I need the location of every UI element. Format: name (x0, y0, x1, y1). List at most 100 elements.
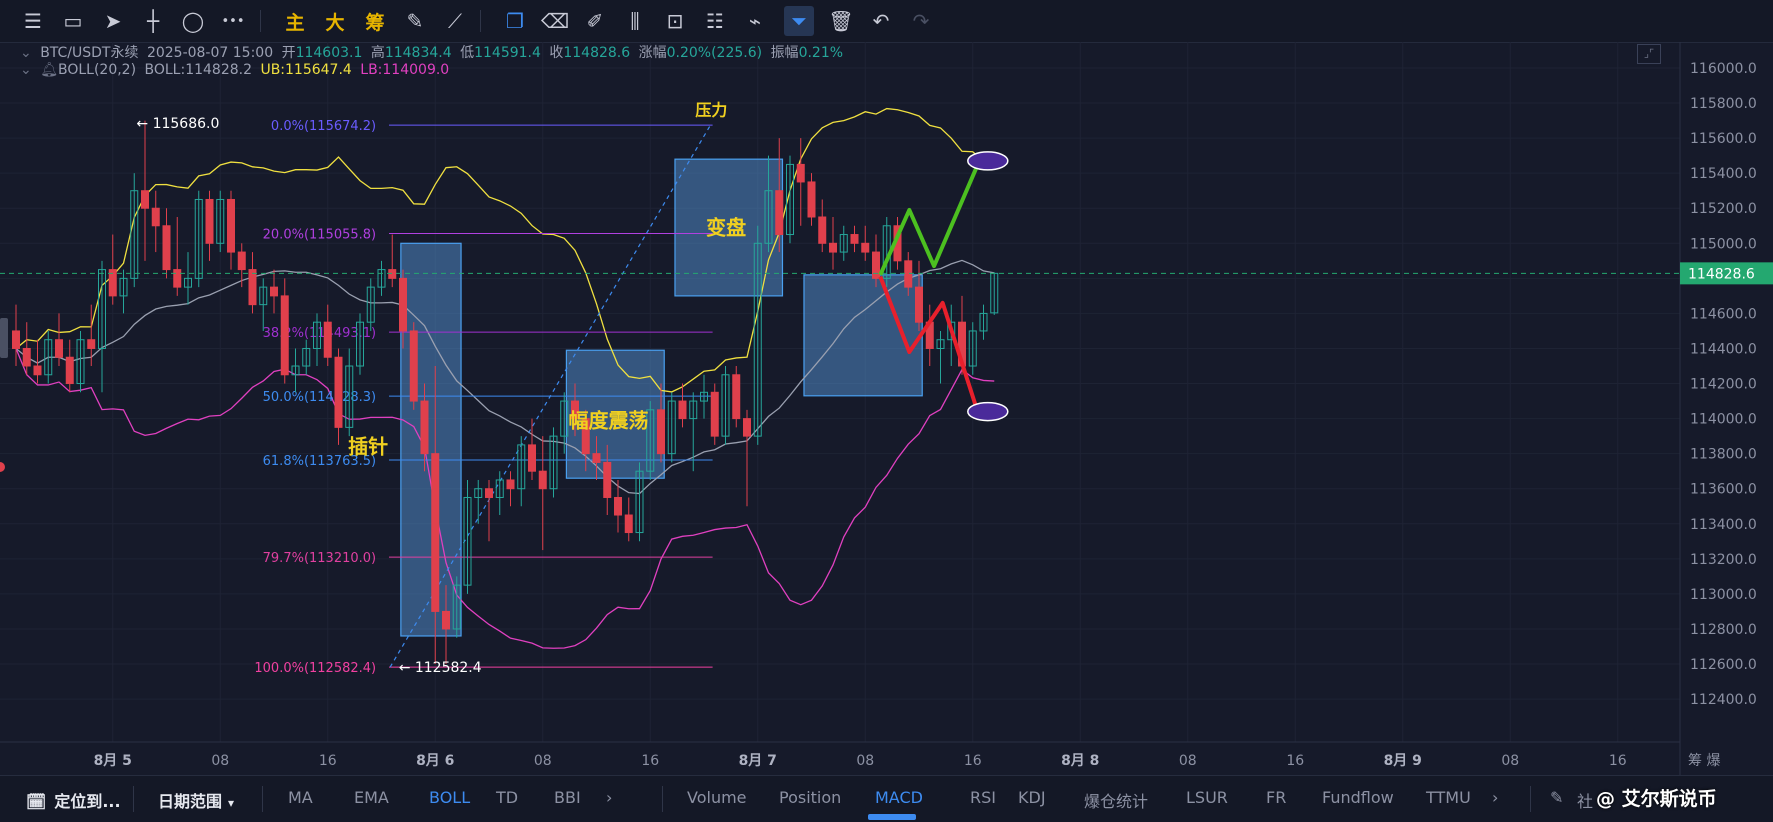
ellipse-icon[interactable]: ◯ (181, 9, 205, 33)
candle-body (33, 365, 42, 376)
indicator-Volume[interactable]: Volume (687, 788, 747, 807)
brush-icon[interactable]: ⌁ (748, 9, 762, 33)
price-tick-label: 114600.0 (1690, 306, 1757, 322)
candle-body (87, 339, 96, 349)
ruler-icon[interactable]: ⟋ (448, 9, 462, 33)
redo-icon[interactable]: ↷ (912, 9, 930, 33)
time-tick-label: 08 (1179, 753, 1197, 769)
boll-name: BOLL(20,2) (57, 62, 137, 78)
open-label: 开 (281, 45, 296, 61)
indicator-Fundflow[interactable]: Fundflow (1322, 788, 1394, 807)
chevron-right-icon[interactable]: › (1492, 788, 1499, 807)
indicator-TTMU[interactable]: TTMU (1426, 788, 1471, 807)
candle-body (485, 488, 493, 498)
time-tick-label: 8月 6 (416, 753, 454, 769)
candle-body (936, 339, 945, 349)
undo-icon[interactable]: ↶ (872, 9, 890, 33)
eraser-icon[interactable]: ⌫ (540, 9, 570, 33)
candle-body (119, 277, 128, 297)
candle-body (786, 163, 794, 236)
time-tick-label: 08 (211, 753, 229, 769)
time-tick-label: 8月 7 (739, 753, 777, 769)
edit-indicator-icon[interactable]: ✎ (406, 9, 424, 33)
indicator-bar: 🗓︎ 定位到... 日期范围 ▾ MA EMA BOLL TD BBI › Volume Po… (0, 775, 1773, 822)
candle-body (614, 496, 622, 516)
indicator-BBI[interactable]: BBI (554, 788, 581, 807)
tool-大[interactable]: 大 (325, 11, 345, 34)
alert-dot (0, 462, 5, 472)
candle-body (76, 339, 85, 385)
boll-lower-band (15, 348, 995, 649)
boll-info-row: ⌄ 🔔︎BOLL(20,2) BOLL:114828.2 UB:115647.4… (20, 62, 453, 78)
pen-icon[interactable]: ✐ (586, 9, 604, 33)
indicator-爆仓统计[interactable]: 爆仓统计 (1084, 792, 1149, 811)
target-ellipse-lower[interactable] (967, 401, 1009, 422)
last-price-tag (1680, 262, 1773, 285)
copy-icon[interactable]: ❐ (506, 9, 524, 33)
target-ellipse-upper[interactable] (967, 151, 1009, 171)
collapse-circle-icon[interactable]: ⌄ (20, 62, 32, 78)
indicator-KDJ[interactable]: KDJ (1018, 788, 1046, 807)
indicator-EMA[interactable]: EMA (354, 788, 389, 807)
more-icon[interactable]: ••• (221, 13, 245, 29)
rectangle-icon[interactable]: ▭ (63, 9, 83, 33)
edit-icon[interactable]: ✎ (1550, 788, 1564, 807)
pin-bar-box[interactable] (400, 242, 462, 637)
candle-body (108, 269, 117, 297)
cursor-icon[interactable]: ➤ (104, 9, 122, 33)
time-tick-label: 16 (1286, 753, 1304, 769)
filter-icon[interactable]: ⏷ (784, 6, 814, 36)
scroll-handle[interactable] (868, 814, 916, 820)
candle-body (979, 312, 988, 332)
indicator-MACD[interactable]: MACD (875, 788, 923, 807)
candle-body (442, 610, 450, 630)
time-tick-label: 08 (856, 753, 874, 769)
candles-icon[interactable]: ⫼ (630, 9, 640, 33)
candle-body (291, 365, 300, 376)
candle-body (356, 321, 364, 367)
date-range-dropdown[interactable]: 日期范围 ▾ (158, 788, 234, 812)
tool-筹[interactable]: 筹 (365, 11, 385, 34)
time-tick-label: 16 (964, 753, 982, 769)
candle-body (743, 418, 751, 437)
indicator-Position[interactable]: Position (779, 788, 842, 807)
left-scroll-handle[interactable] (0, 318, 8, 358)
candle-body (764, 190, 773, 244)
price-tick-label: 115000.0 (1690, 236, 1757, 252)
range-box[interactable] (565, 349, 665, 479)
price-tick-label: 115400.0 (1690, 166, 1757, 182)
price-chart[interactable]: 116000.0 115800.0 115600.0 115400.0 115200.0… (0, 42, 1773, 775)
tool-主[interactable]: 主 (285, 11, 305, 34)
bell-icon[interactable]: 🔔︎ (40, 62, 58, 78)
locate-button[interactable]: 🗓︎ 定位到... (26, 788, 121, 812)
note-icon[interactable]: ☷ (706, 9, 724, 33)
horizontal-line-icon[interactable]: ┼ (146, 9, 160, 33)
trash-icon[interactable]: 🗑 (828, 9, 854, 33)
chevron-right-icon[interactable]: › (606, 788, 613, 807)
candle-body (141, 190, 149, 209)
current-box[interactable] (803, 274, 923, 397)
indicator-RSI[interactable]: RSI (970, 788, 996, 807)
price-tick-label: 113800.0 (1690, 447, 1757, 463)
candle-body (506, 479, 515, 490)
candle-body (829, 242, 837, 253)
indicator-BOLL[interactable]: BOLL (429, 788, 471, 807)
open-value: 114603.1 (295, 45, 363, 61)
fullscreen-icon[interactable]: ⌟⌜ (1637, 44, 1661, 64)
indicator-MA[interactable]: MA (288, 788, 313, 807)
collapse-circle-icon[interactable]: ⌄ (20, 45, 32, 61)
change-value: 0.20%(225.6) (666, 45, 763, 61)
candle-body (151, 207, 160, 227)
menu-icon[interactable]: ☰ (24, 9, 42, 33)
time-tick-label: 8月 5 (94, 753, 132, 769)
candle-body (571, 400, 579, 420)
candle-body (55, 339, 63, 358)
lock-icon[interactable]: ⊡ (666, 9, 684, 33)
indicator-FR[interactable]: FR (1266, 788, 1287, 807)
indicator-LSUR[interactable]: LSUR (1186, 788, 1228, 807)
time-tick-label: 16 (1609, 753, 1627, 769)
chart-canvas[interactable]: 116000.0 115800.0 115600.0 115400.0 115200.0… (0, 42, 1773, 775)
indicator-TD[interactable]: TD (496, 788, 519, 807)
candle-body (635, 470, 644, 534)
candle-body (313, 321, 321, 349)
